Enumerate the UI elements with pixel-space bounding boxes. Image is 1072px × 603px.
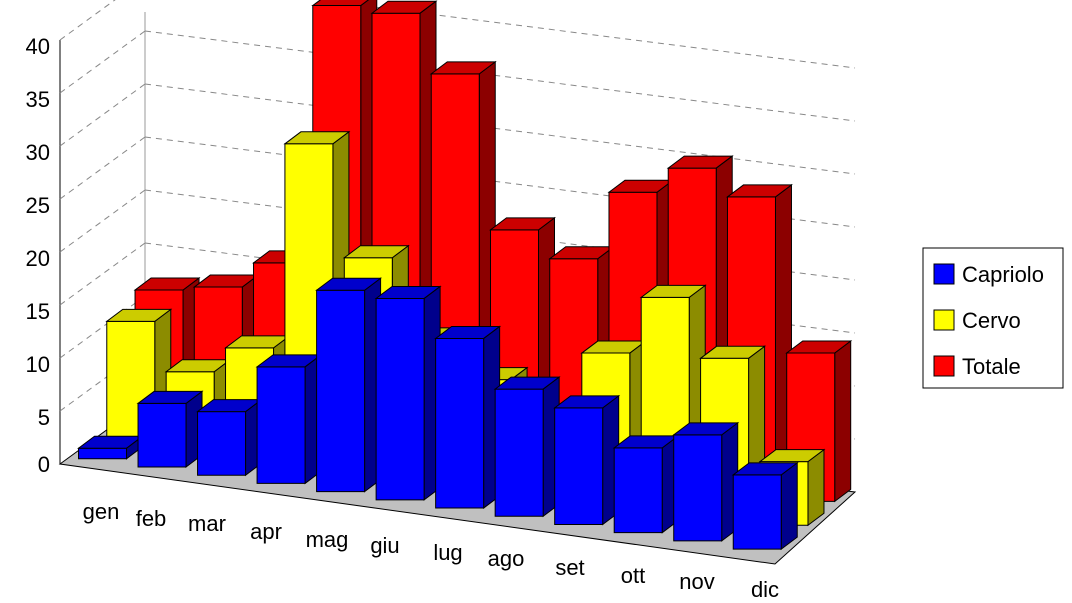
bar-capriolo-giu [374,285,442,501]
bar-top-face [429,61,497,75]
x-tick-label: nov [679,569,714,594]
x-tick-label: feb [136,506,167,531]
x-tick-label: apr [250,519,282,544]
bar-top-face [493,376,561,390]
legend-label-totale: Totale [962,354,1021,379]
bar-front-face [375,297,425,501]
bar-capriolo-nov [672,421,740,542]
y-tick-label: 35 [26,87,50,112]
bar-front-face [554,407,604,525]
bar-capriolo-gen [77,435,145,460]
bar-capriolo-ago [493,376,561,518]
y-tick-label: 30 [26,140,50,165]
bar-top-face [311,0,370,7]
gridline [144,30,856,122]
x-tick-label: gen [83,499,120,524]
bar-capriolo-mar [196,398,264,477]
x-tick-label: lug [433,540,462,565]
bar-top-face [434,325,502,339]
bar-top-face [370,0,438,14]
bar-front-face [494,388,544,517]
bar-top-face [639,284,707,298]
bar-front-face [732,474,782,550]
bar-capriolo-dic [731,461,799,551]
y-tick-label: 10 [26,352,50,377]
bar-capriolo-apr [255,353,323,485]
legend-swatch-capriolo [933,263,955,285]
bar-top-face [374,285,442,299]
x-tick-labels: gen feb mar apr mag giu lug ago set ott … [83,499,779,602]
x-tick-label: set [555,555,584,580]
bar-top-face [283,131,351,145]
gridline [59,189,146,253]
legend: Capriolo Cervo Totale [922,247,1064,389]
bar-front-face [78,447,128,460]
x-tick-label: ott [621,563,645,588]
bar-top-face [731,462,799,476]
bar-top-face [488,217,556,231]
bar-front-face [435,337,485,509]
bar-capriolo-mag [315,277,383,493]
bar-capriolo-ott [612,434,680,534]
y-tick-label: 20 [26,246,50,271]
bar-front-face [197,411,247,476]
y-tick-label: 5 [38,405,50,430]
bar-side-face [834,339,852,503]
y-tick-label: 25 [26,193,50,218]
bar-capriolo-lug [434,325,502,510]
bar-side-face [807,448,825,527]
x-tick-label: giu [370,533,399,558]
y-tick-label: 15 [26,299,50,324]
x-tick-label: mag [306,527,349,552]
bar-top-face [785,340,853,354]
bar-front-face [613,447,663,534]
y-tick-label: 40 [26,34,50,59]
gridline [59,30,146,94]
y-tick-label: 0 [38,452,50,477]
bar-top-face [699,345,767,359]
bar-side-face [780,461,798,551]
gridline [314,0,856,69]
bars [77,0,853,551]
bar-capriolo-feb [136,390,204,469]
legend-label-capriolo: Capriolo [962,262,1044,287]
y-tick-labels: 0 5 10 15 20 25 30 35 40 [26,34,50,477]
x-tick-label: dic [751,577,779,602]
bar-front-face [256,366,306,484]
bar-top-face [725,184,793,198]
bar-top-face [666,155,734,169]
bar-front-face [316,289,366,493]
bar-top-face [553,395,621,409]
bar-top-face [315,277,383,291]
bar-top-face [136,390,204,404]
bar-capriolo-set [553,394,621,526]
gridline [59,242,146,306]
bar-top-face [758,449,826,463]
x-tick-label: ago [488,546,525,571]
bar-top-face [133,277,201,291]
legend-label-cervo: Cervo [962,308,1021,333]
gridline [144,83,856,175]
bar-top-face [105,308,173,322]
bar-top-face [672,422,740,436]
gridline [59,0,116,41]
gridline [59,136,146,200]
bar-top-face [342,245,410,259]
legend-swatch-totale [933,355,955,377]
legend-swatch-cervo [933,309,955,331]
x-tick-label: mar [188,511,226,536]
bar-front-face [137,402,187,468]
gridline [59,83,146,147]
bar-front-face [673,434,723,542]
